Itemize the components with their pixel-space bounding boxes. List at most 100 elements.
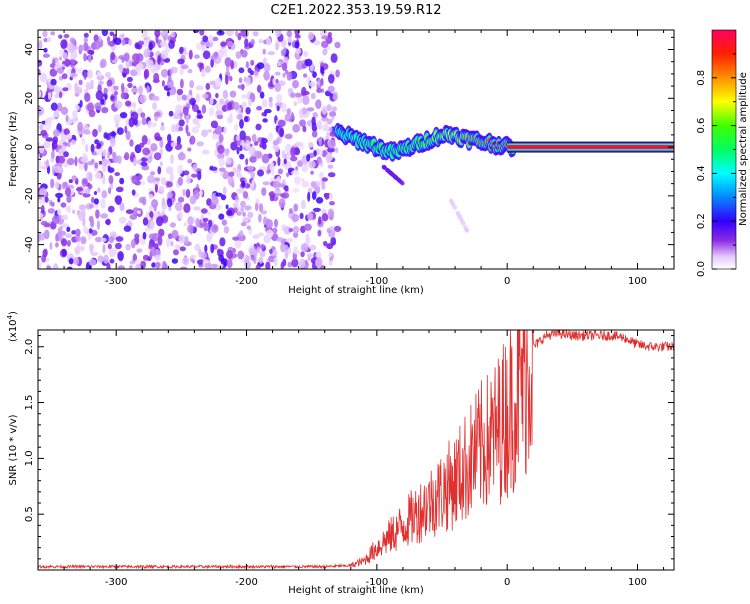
noise-blob	[153, 152, 162, 161]
noise-blob	[70, 59, 76, 65]
noise-blob	[273, 256, 278, 267]
noise-blob	[149, 211, 154, 218]
noise-blob	[306, 120, 313, 127]
noise-blob	[272, 140, 279, 146]
noise-blob	[252, 234, 260, 240]
noise-blob	[166, 181, 173, 188]
noise-blob	[183, 203, 191, 214]
noise-blob	[186, 132, 191, 137]
noise-blob	[157, 166, 162, 175]
noise-blob	[228, 176, 234, 187]
noise-blob	[44, 229, 50, 240]
noise-blob	[322, 48, 328, 56]
noise-blob	[50, 201, 55, 207]
noise-blob	[49, 242, 53, 250]
snr-multiplier-close: )	[8, 311, 19, 315]
noise-blob	[256, 84, 262, 93]
noise-blob	[38, 59, 43, 67]
noise-blob	[315, 99, 322, 110]
noise-blob	[176, 88, 184, 96]
noise-blob	[42, 53, 50, 58]
noise-blob	[301, 164, 309, 173]
noise-blob	[124, 152, 130, 161]
colorbar-gradient	[712, 30, 736, 269]
noise-blob	[328, 139, 336, 149]
noise-blob	[286, 108, 291, 115]
noise-blob	[255, 264, 261, 269]
noise-blob	[138, 85, 144, 95]
noise-blob	[43, 141, 51, 149]
noise-blob	[75, 104, 80, 110]
noise-blob	[88, 184, 93, 189]
noise-blob	[179, 246, 186, 252]
noise-blob	[221, 219, 228, 226]
noise-blob	[283, 244, 289, 252]
noise-blob	[262, 181, 270, 186]
noise-blob	[130, 88, 139, 93]
noise-blob	[243, 76, 247, 83]
noise-blob	[171, 258, 179, 264]
noise-blob	[177, 196, 185, 203]
noise-blob	[257, 169, 264, 177]
snr-xlabel: Height of straight line (km)	[288, 585, 424, 596]
noise-blob	[40, 165, 49, 170]
noise-blob	[317, 230, 322, 237]
noise-blob	[241, 94, 247, 99]
noise-blob	[171, 229, 179, 239]
noise-blob	[306, 253, 314, 258]
noise-blob	[284, 249, 289, 259]
noise-blob	[329, 131, 336, 137]
noise-blob	[329, 192, 333, 201]
noise-blob	[119, 112, 128, 119]
noise-blob	[107, 205, 115, 213]
noise-blob	[204, 263, 213, 269]
noise-blob	[272, 227, 278, 234]
noise-blob	[82, 217, 86, 227]
noise-blob	[255, 123, 262, 131]
noise-blob	[168, 40, 175, 49]
noise-blob	[90, 219, 95, 228]
y-tick-label: -20	[24, 188, 35, 204]
noise-blob	[174, 110, 179, 116]
noise-blob	[200, 208, 208, 214]
colorbar: 0.0 0.2 0.4 0.6 0.8 Normalized spectral ampl…	[696, 29, 749, 277]
noise-blob	[146, 59, 154, 69]
noise-blob	[250, 170, 255, 180]
noise-blob	[40, 220, 48, 226]
noise-blob	[250, 39, 255, 45]
noise-blob	[217, 144, 225, 154]
noise-blob	[305, 233, 310, 243]
noise-blob	[242, 191, 249, 199]
noise-blob	[185, 124, 189, 134]
noise-blob	[51, 215, 60, 225]
snr-panel: -300 -200 -100 0 100 0.5 1.0 1.5 2.0 Height of s…	[6, 311, 675, 596]
noise-blob	[202, 35, 209, 43]
noise-blob	[288, 247, 292, 255]
noise-blob	[55, 181, 60, 190]
noise-blob	[145, 211, 150, 220]
noise-blob	[222, 186, 227, 195]
colorbar-tick-label: 0.2	[696, 213, 707, 229]
noise-blob	[71, 117, 76, 124]
noise-blob	[225, 74, 229, 85]
noise-blob	[177, 176, 184, 186]
noise-blob	[72, 209, 76, 214]
noise-blob	[249, 70, 255, 76]
noise-blob	[288, 208, 293, 214]
noise-blob	[123, 53, 130, 62]
colorbar-label: Normalized spectral amplitude	[738, 72, 749, 226]
noise-blob	[192, 118, 200, 125]
noise-blob	[101, 237, 107, 242]
snr-frame	[37, 329, 675, 571]
noise-blob	[262, 99, 268, 108]
noise-blob	[38, 40, 43, 50]
noise-blob	[161, 80, 165, 87]
noise-blob	[39, 124, 44, 130]
y-tick-label: -40	[24, 236, 35, 252]
noise-blob	[38, 260, 42, 269]
x-tick-label: 0	[504, 276, 510, 287]
noise-blob	[89, 243, 94, 250]
noise-blob	[167, 75, 172, 83]
noise-blob	[57, 155, 66, 164]
noise-blob	[170, 240, 174, 247]
